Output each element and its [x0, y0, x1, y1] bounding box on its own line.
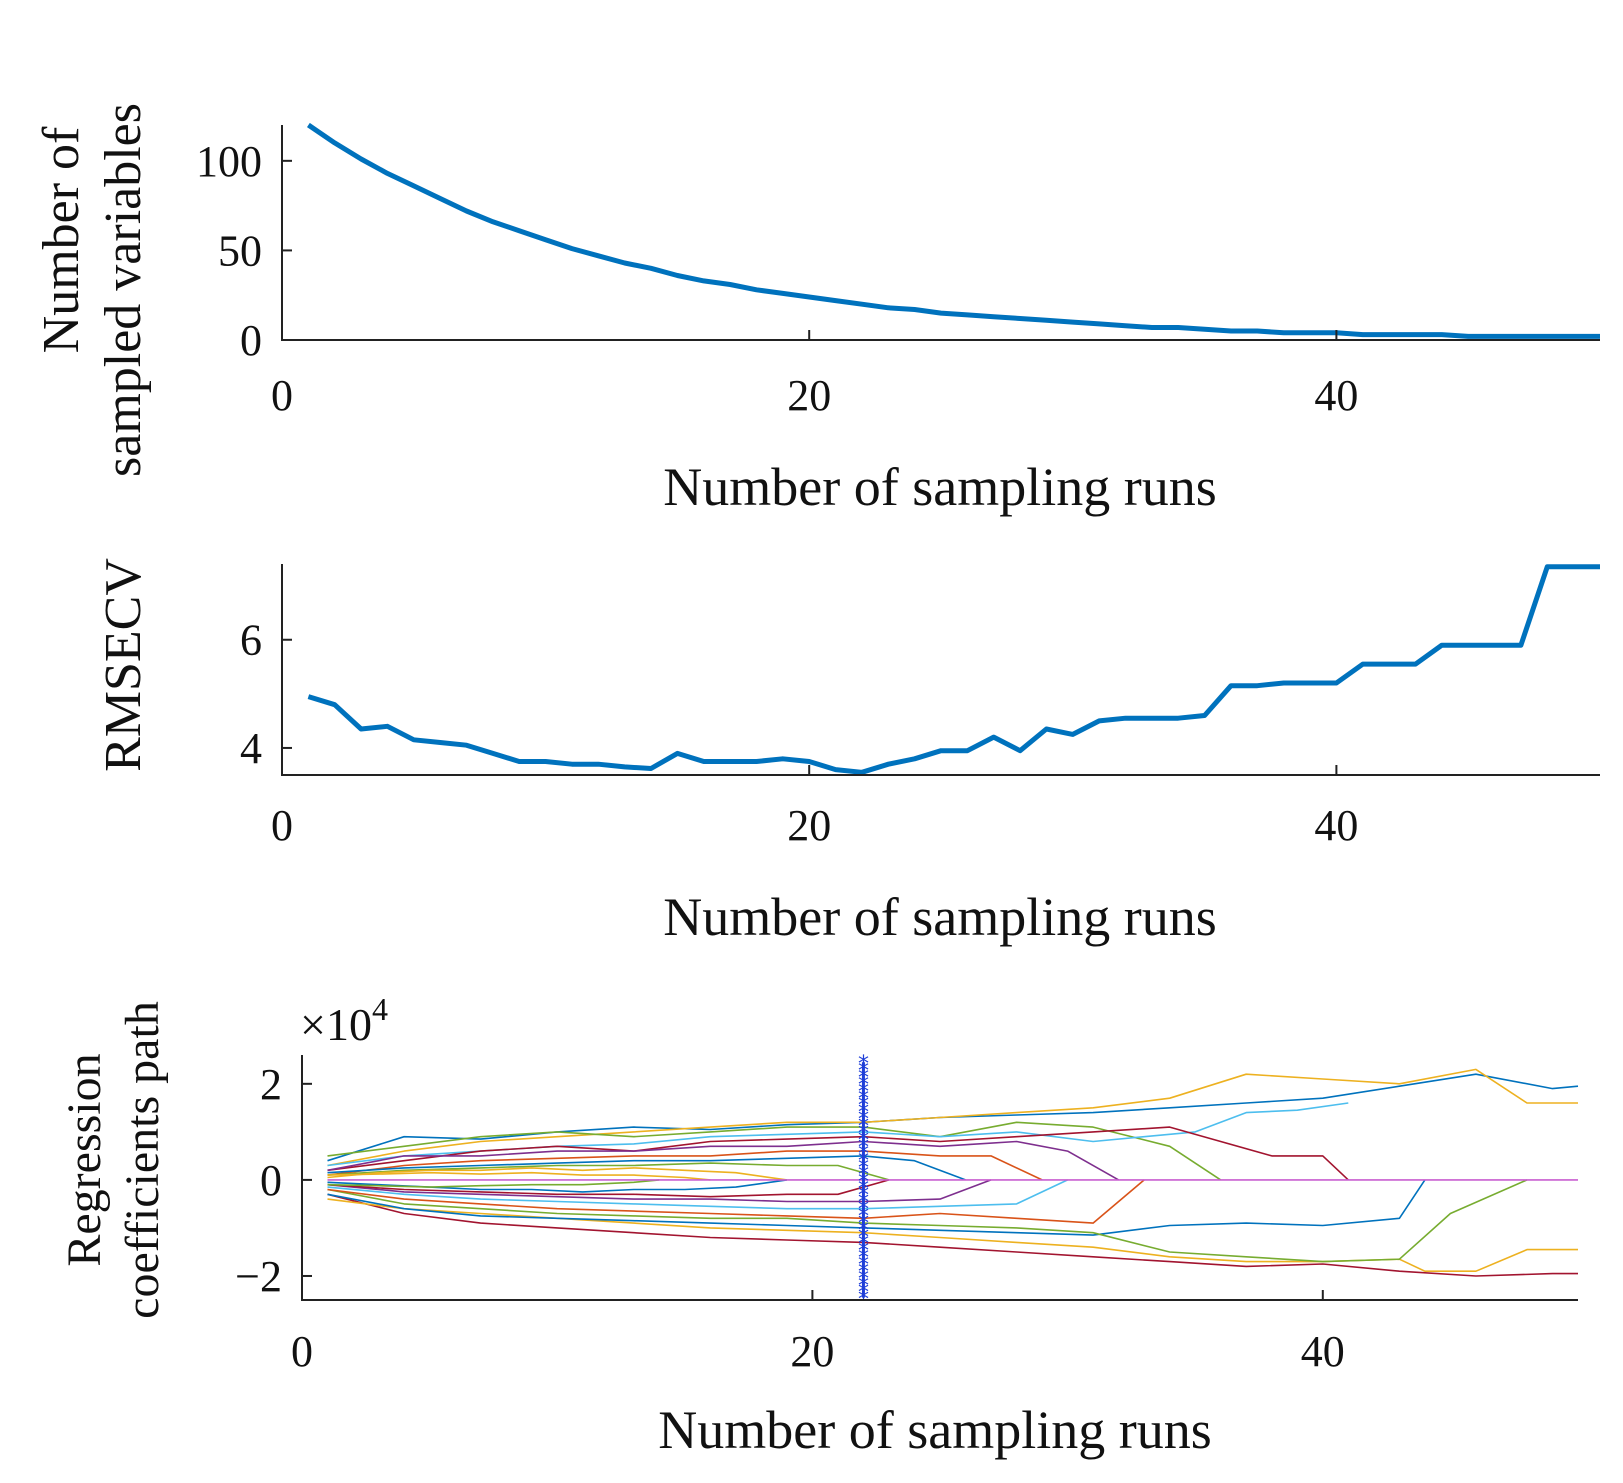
panel3-series-line-c12 — [327, 1198, 1578, 1272]
panel3-scale-base: ×10 — [300, 999, 372, 1050]
panel3-series-line-c6 — [327, 1140, 1119, 1181]
panel3-marker-star: * — [858, 1052, 869, 1077]
panel3-series-line-c18 — [327, 1179, 890, 1198]
panel3-y-tick-label: 0 — [260, 1156, 282, 1205]
panel3-series-line-c7 — [327, 1150, 1043, 1181]
panel1-x-tick-label: 20 — [787, 371, 831, 420]
panel2-x-tick-label: 40 — [1314, 801, 1358, 850]
panel-regression-coefficients: *********************************** 0 20 4… — [58, 991, 1579, 1460]
panel3-marker-star: * — [858, 1225, 869, 1250]
panel1-x-ticks: 0 20 40 — [271, 330, 1358, 420]
panel3-marker-star: * — [858, 1073, 869, 1098]
panel3-series-line-c13 — [327, 1179, 1426, 1236]
panel3-x-tick-label: 40 — [1301, 1327, 1345, 1376]
panel3-marker-star: * — [858, 1218, 869, 1243]
panel3-series-line-c21 — [327, 1179, 660, 1188]
panel3-x-ticks: 0 20 40 — [291, 1290, 1345, 1376]
panel3-series-line-c5 — [327, 1126, 1349, 1181]
panel3-marker-star: * — [858, 1080, 869, 1105]
panel2-x-tick-label: 20 — [787, 801, 831, 850]
panel3-x-label: Number of sampling runs — [658, 1400, 1211, 1460]
panel3-marker-star: * — [858, 1108, 869, 1133]
panel3-marker-star: * — [858, 1170, 869, 1195]
panel3-marker-star: * — [858, 1177, 869, 1202]
panel3-marker-star: * — [858, 1246, 869, 1271]
panel3-series-line-c20 — [327, 1171, 711, 1181]
panel3-marker-star: * — [858, 1115, 869, 1140]
panel3-series-line-c15 — [327, 1179, 1145, 1224]
panel3-marker-star: * — [858, 1260, 869, 1285]
panel3-marker-star: * — [858, 1135, 869, 1160]
panel3-marker-star: * — [858, 1205, 869, 1230]
panel1-y-tick-label: 50 — [218, 226, 262, 275]
panel3-marker-star: * — [858, 1101, 869, 1126]
panel1-y-label-line2: sampled variables — [95, 103, 152, 477]
panel2-x-label: Number of sampling runs — [663, 887, 1216, 947]
panel3-marker-star: * — [858, 1281, 869, 1306]
panel3-scale-exponent: 4 — [372, 991, 388, 1027]
panel3-series-line-c2 — [327, 1068, 1578, 1167]
panel-sampled-variables: 0 20 40 0 50 100 Number of sampling runs Num… — [33, 103, 1600, 517]
panel2-axes — [281, 564, 1600, 776]
panel1-y-tick-label: 0 — [240, 316, 262, 365]
panel3-marker-star: * — [858, 1253, 869, 1278]
panel3-series-line-c17 — [327, 1179, 992, 1203]
panel3-marker-star: * — [858, 1087, 869, 1112]
panel2-series — [307, 564, 1600, 775]
panel2-y-tick-label: 4 — [240, 724, 262, 773]
panel3-marker-star: * — [858, 1239, 869, 1264]
panel3-marker-star: * — [858, 1059, 869, 1084]
panel3-marker-star: * — [858, 1121, 869, 1146]
panel3-y-label-line2: coefficients path — [116, 1001, 169, 1319]
panel2-x-ticks: 0 20 40 — [271, 765, 1358, 850]
panel1-series-line-sampled variables — [306, 122, 1600, 339]
panel3-marker-star: * — [858, 1267, 869, 1292]
panel2-y-label: RMSECV — [95, 558, 152, 772]
panel3-marker-star: * — [858, 1211, 869, 1236]
panel3-x-tick-label: 0 — [291, 1327, 313, 1376]
panel3-marker-star: * — [858, 1274, 869, 1299]
panel3-marker-star: * — [858, 1163, 869, 1188]
panel3-x-tick-label: 20 — [790, 1327, 834, 1376]
panel1-axes — [281, 125, 1600, 341]
panel3-y-ticks: −2 0 2 — [235, 1060, 312, 1301]
panel2-series-line-RMSECV — [307, 564, 1600, 775]
panel3-marker-star: * — [858, 1142, 869, 1167]
panel3-marker-star: * — [858, 1128, 869, 1153]
panel3-marker-star: * — [858, 1156, 869, 1181]
panel3-marker-star: * — [858, 1191, 869, 1216]
panel-rmsecv: 0 20 40 46 Number of sampling runs RMSECV — [95, 558, 1600, 947]
panel3-series-line-c11 — [327, 1193, 1578, 1277]
panel1-y-label-line1: Number of — [33, 126, 90, 353]
panel3-marker-star: * — [858, 1184, 869, 1209]
panel1-x-tick-label: 0 — [271, 371, 293, 420]
panel3-y-tick-label: −2 — [235, 1252, 282, 1301]
panel3-series-line-c3 — [327, 1121, 1222, 1181]
panel1-y-ticks: 0 50 100 — [196, 137, 292, 365]
panel2-y-tick-label: 6 — [240, 616, 262, 665]
panel3-optimal-run-marker: *********************************** — [858, 1052, 869, 1312]
panel3-marker-star: * — [858, 1198, 869, 1223]
panel1-series — [306, 122, 1600, 339]
panel1-x-tick-label: 40 — [1314, 371, 1358, 420]
panel3-marker-star: * — [858, 1149, 869, 1174]
panel2-y-ticks: 46 — [240, 616, 292, 773]
panel1-x-label: Number of sampling runs — [663, 457, 1216, 517]
panel3-marker-star: * — [858, 1094, 869, 1119]
panel3-marker-star: * — [858, 1066, 869, 1091]
panel3-axes — [301, 1055, 1578, 1301]
panel3-series-line-c16 — [327, 1179, 1068, 1210]
panel3-y-label-line1: Regression — [58, 1053, 111, 1266]
panel3-series-line-c10 — [327, 1167, 788, 1181]
panel3-series-line-c8 — [327, 1155, 966, 1181]
panel3-scale-label: ×104 — [300, 991, 388, 1050]
panel3-series — [327, 1068, 1579, 1277]
panel1-y-tick-label: 100 — [196, 137, 262, 186]
panel3-marker-star: * — [858, 1232, 869, 1257]
panel3-series-line-c14 — [327, 1179, 1528, 1263]
panel2-x-tick-label: 0 — [271, 801, 293, 850]
panel3-y-tick-label: 2 — [260, 1060, 282, 1109]
